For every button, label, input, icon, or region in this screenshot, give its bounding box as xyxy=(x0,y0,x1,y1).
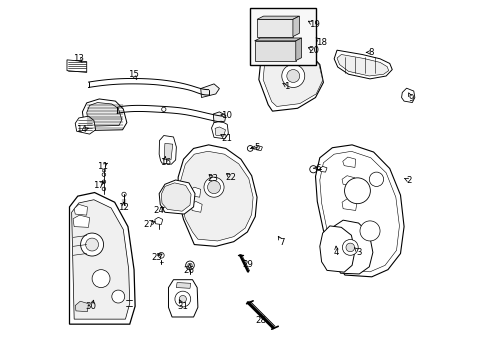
Polygon shape xyxy=(220,166,233,177)
Text: 28: 28 xyxy=(255,316,265,325)
Text: 29: 29 xyxy=(242,260,252,269)
Polygon shape xyxy=(333,50,391,79)
Polygon shape xyxy=(69,193,135,324)
Polygon shape xyxy=(254,41,295,60)
Polygon shape xyxy=(176,283,190,288)
Polygon shape xyxy=(211,121,228,139)
Polygon shape xyxy=(401,88,414,103)
Polygon shape xyxy=(328,220,372,274)
Polygon shape xyxy=(74,204,87,215)
Text: 9: 9 xyxy=(407,94,413,103)
Polygon shape xyxy=(86,103,122,126)
Circle shape xyxy=(175,291,190,307)
Polygon shape xyxy=(213,112,225,123)
Polygon shape xyxy=(215,127,225,136)
Circle shape xyxy=(187,263,192,267)
Text: 14: 14 xyxy=(76,125,87,134)
Text: 12: 12 xyxy=(118,203,129,212)
Circle shape xyxy=(207,181,220,194)
Text: 10: 10 xyxy=(221,111,232,120)
Circle shape xyxy=(344,178,369,204)
Polygon shape xyxy=(168,280,198,317)
Polygon shape xyxy=(75,301,88,312)
Polygon shape xyxy=(180,151,253,241)
Text: 15: 15 xyxy=(127,71,139,80)
Circle shape xyxy=(81,233,103,256)
Polygon shape xyxy=(178,145,257,246)
Text: 6: 6 xyxy=(315,164,321,173)
Polygon shape xyxy=(102,168,105,171)
Polygon shape xyxy=(201,84,219,98)
Circle shape xyxy=(286,69,299,82)
Text: 4: 4 xyxy=(333,248,339,257)
Polygon shape xyxy=(341,198,357,211)
Polygon shape xyxy=(254,38,301,41)
Polygon shape xyxy=(72,200,129,319)
Polygon shape xyxy=(257,16,299,19)
Circle shape xyxy=(281,64,304,87)
Polygon shape xyxy=(161,183,191,211)
Text: 1: 1 xyxy=(284,82,289,91)
Polygon shape xyxy=(190,202,202,212)
Polygon shape xyxy=(255,145,262,150)
Polygon shape xyxy=(67,60,86,72)
Text: 18: 18 xyxy=(315,38,326,47)
Polygon shape xyxy=(190,187,201,197)
Circle shape xyxy=(85,238,99,251)
Polygon shape xyxy=(263,49,322,107)
Circle shape xyxy=(359,221,379,241)
Polygon shape xyxy=(155,217,163,225)
Polygon shape xyxy=(258,46,323,111)
Polygon shape xyxy=(341,176,354,186)
Polygon shape xyxy=(202,167,214,177)
Text: 8: 8 xyxy=(368,48,373,57)
Text: 30: 30 xyxy=(86,302,97,311)
Circle shape xyxy=(112,290,124,303)
Polygon shape xyxy=(319,226,354,272)
Text: 19: 19 xyxy=(308,20,319,29)
Polygon shape xyxy=(164,143,172,160)
Text: 7: 7 xyxy=(279,238,285,247)
Polygon shape xyxy=(82,99,126,131)
Circle shape xyxy=(92,270,110,288)
Polygon shape xyxy=(257,19,292,37)
Text: 24: 24 xyxy=(153,206,163,215)
Text: 5: 5 xyxy=(253,143,259,152)
Polygon shape xyxy=(336,54,388,76)
Polygon shape xyxy=(159,135,176,164)
Polygon shape xyxy=(319,166,326,172)
Text: 11: 11 xyxy=(97,162,107,171)
Text: 20: 20 xyxy=(308,46,319,55)
Text: 13: 13 xyxy=(72,54,83,63)
Polygon shape xyxy=(315,145,403,277)
Polygon shape xyxy=(75,116,96,134)
Text: 21: 21 xyxy=(221,134,232,143)
Circle shape xyxy=(179,296,186,303)
Polygon shape xyxy=(292,16,299,37)
Circle shape xyxy=(158,252,164,258)
Bar xyxy=(249,8,316,65)
Text: 27: 27 xyxy=(142,220,154,229)
Polygon shape xyxy=(159,180,195,214)
Text: 26: 26 xyxy=(183,266,194,275)
Circle shape xyxy=(203,177,224,197)
Text: 31: 31 xyxy=(177,302,188,311)
Text: 25: 25 xyxy=(151,253,162,262)
Polygon shape xyxy=(295,38,301,60)
Text: 3: 3 xyxy=(356,248,361,257)
Text: 17: 17 xyxy=(93,180,104,189)
Text: 23: 23 xyxy=(207,175,218,184)
Text: 22: 22 xyxy=(225,173,236,182)
Polygon shape xyxy=(73,215,89,227)
Circle shape xyxy=(346,243,354,252)
Circle shape xyxy=(342,239,357,255)
Text: 16: 16 xyxy=(160,158,170,167)
Polygon shape xyxy=(342,157,355,167)
Text: 2: 2 xyxy=(406,176,411,185)
Circle shape xyxy=(368,172,383,186)
Circle shape xyxy=(185,261,194,270)
